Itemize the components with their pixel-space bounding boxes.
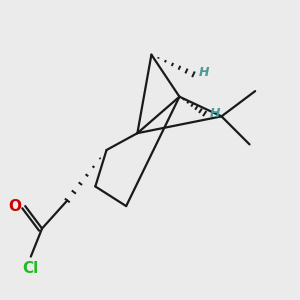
Text: Cl: Cl [23,261,39,276]
Text: H: H [199,66,209,80]
Text: H: H [210,107,220,120]
Text: O: O [8,199,21,214]
